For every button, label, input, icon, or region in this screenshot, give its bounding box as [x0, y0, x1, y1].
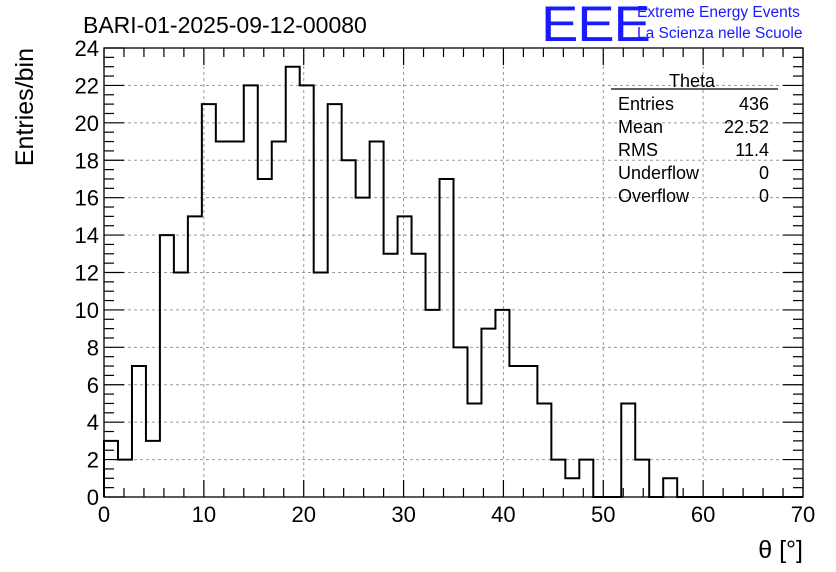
histogram-step-line — [103, 65, 803, 498]
y-tick-label: 0 — [87, 485, 99, 510]
stats-box: Theta Entries 436 Mean 22.52 RMS 11.4 Underflo… — [611, 71, 778, 206]
stats-box-rows: Entries 436 Mean 22.52 RMS 11.4 Underflow 0 Over… — [618, 94, 769, 206]
y-tick-label: 2 — [87, 448, 99, 473]
y-tick-label: 12 — [75, 261, 99, 286]
y-tick-label: 4 — [87, 410, 99, 435]
axis-ticks — [103, 47, 804, 498]
y-tick-label: 20 — [75, 111, 99, 136]
y-tick-label: 10 — [75, 298, 99, 323]
logo-line-1: Extreme Energy Events — [637, 4, 800, 21]
stats-row-label: RMS — [618, 140, 658, 160]
x-tick-label: 60 — [691, 502, 715, 527]
x-tick-label: 0 — [98, 502, 110, 527]
x-tick-label: 20 — [291, 502, 315, 527]
eee-logo: EEE — [541, 0, 651, 52]
x-tick-label: 10 — [192, 502, 216, 527]
y-tick-label: 22 — [75, 73, 99, 98]
stats-row-label: Entries — [618, 94, 674, 114]
stats-box-title: Theta — [669, 71, 716, 91]
x-axis-label: θ [°] — [758, 536, 803, 564]
stats-row-value: 436 — [739, 94, 769, 114]
logo-line-2: La Scienza nelle Scuole — [637, 25, 803, 42]
x-tick-label: 50 — [591, 502, 615, 527]
y-tick-label: 14 — [75, 223, 99, 248]
y-tick-label: 8 — [87, 335, 99, 360]
x-tick-labels: 0 10 20 30 40 50 60 70 — [98, 502, 815, 527]
stats-row-value: 0 — [759, 163, 769, 183]
x-tick-label: 40 — [491, 502, 515, 527]
y-tick-label: 24 — [75, 36, 99, 61]
x-tick-label: 70 — [791, 502, 815, 527]
run-label: BARI-01-2025-09-12-00080 — [83, 12, 367, 38]
plot-frame — [103, 47, 804, 498]
x-tick-label: 30 — [391, 502, 415, 527]
stats-row-label: Overflow — [618, 186, 690, 206]
stats-row-label: Mean — [618, 117, 663, 137]
stats-row-value: 22.52 — [724, 117, 769, 137]
stats-row-value: 11.4 — [735, 140, 769, 160]
y-tick-label: 18 — [75, 148, 99, 173]
y-tick-label: 16 — [75, 186, 99, 211]
stats-row-value: 0 — [759, 186, 769, 206]
y-tick-label: 6 — [87, 373, 99, 398]
y-axis-label: Entries/bin — [11, 48, 39, 166]
stats-row-label: Underflow — [618, 163, 700, 183]
